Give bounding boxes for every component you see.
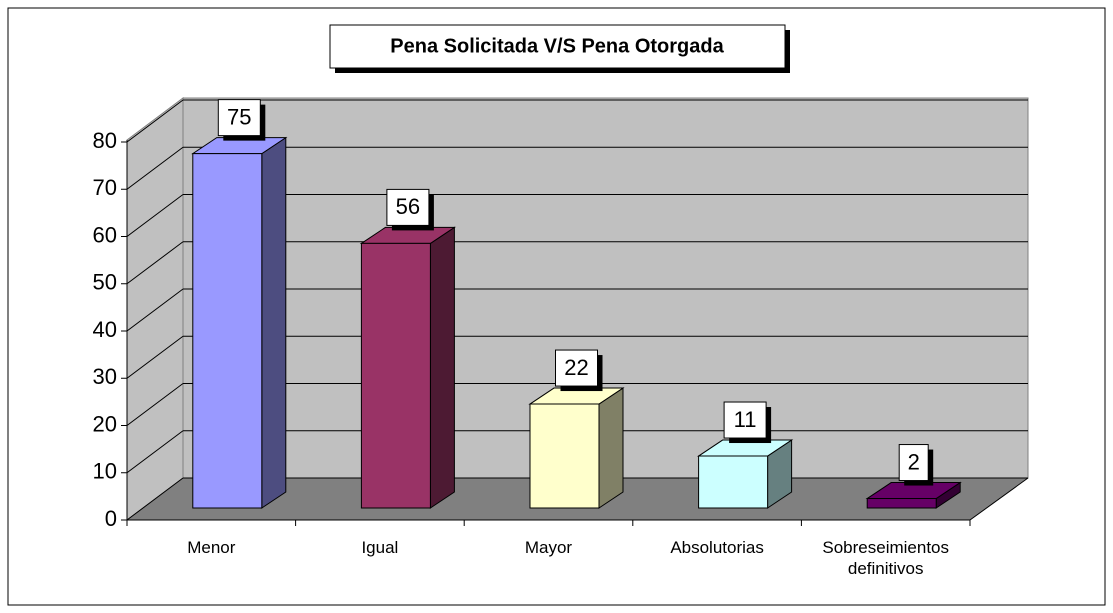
bar-side (598, 387, 624, 509)
value-label: 56 (396, 194, 420, 219)
bar-front (360, 242, 431, 509)
bar (191, 136, 288, 509)
y-tick-label: 40 (93, 317, 117, 342)
bar-front (529, 403, 600, 509)
value-label: 11 (734, 407, 757, 432)
x-tick-label: Sobreseimientos definitivos (822, 538, 949, 578)
y-tick-label: 20 (93, 411, 117, 436)
grid-line (126, 477, 184, 521)
value-label-box (217, 99, 261, 137)
y-tick-label: 50 (93, 270, 117, 295)
bar-front (866, 498, 937, 509)
value-label-box (898, 444, 929, 482)
value-label: 2 (908, 449, 920, 474)
x-tick-label: Igual (361, 538, 399, 557)
grid-line (126, 241, 184, 285)
grid-line (126, 335, 184, 379)
bar-side (429, 226, 455, 509)
bar-front (192, 153, 263, 509)
x-tick-label: Absolutorias (670, 538, 764, 557)
value-label: 22 (564, 355, 588, 380)
y-tick-label: 0 (105, 506, 117, 531)
bar-side (261, 136, 287, 509)
grid-line (126, 383, 184, 426)
grid-line (126, 430, 184, 474)
bar (865, 481, 962, 509)
y-tick-label: 10 (93, 459, 117, 484)
value-label: 75 (227, 104, 251, 129)
value-label-box (555, 349, 598, 387)
title-box (329, 24, 786, 69)
x-tick-label: Mayor (524, 538, 573, 557)
side-wall (126, 97, 184, 521)
value-label-box (723, 401, 767, 439)
grid-line (126, 288, 184, 332)
chart-title: Pena Solicitada V/S Pena Otorgada (390, 35, 724, 57)
bar (528, 387, 625, 509)
y-tick-label: 60 (93, 222, 117, 247)
bar (696, 439, 794, 509)
y-tick-label: 70 (93, 175, 117, 200)
bar (359, 226, 457, 509)
x-tick-label: Menor (187, 538, 236, 557)
y-tick-label: 30 (93, 364, 117, 389)
value-label-box (386, 188, 430, 226)
grid-line (126, 146, 184, 190)
y-tick-label: 80 (93, 128, 117, 153)
grid-line (126, 194, 184, 237)
floor-edge (969, 477, 1029, 521)
bar-front (698, 455, 769, 509)
grid-line (126, 99, 184, 143)
